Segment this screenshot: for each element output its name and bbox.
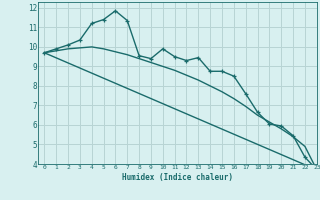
X-axis label: Humidex (Indice chaleur): Humidex (Indice chaleur) xyxy=(122,173,233,182)
